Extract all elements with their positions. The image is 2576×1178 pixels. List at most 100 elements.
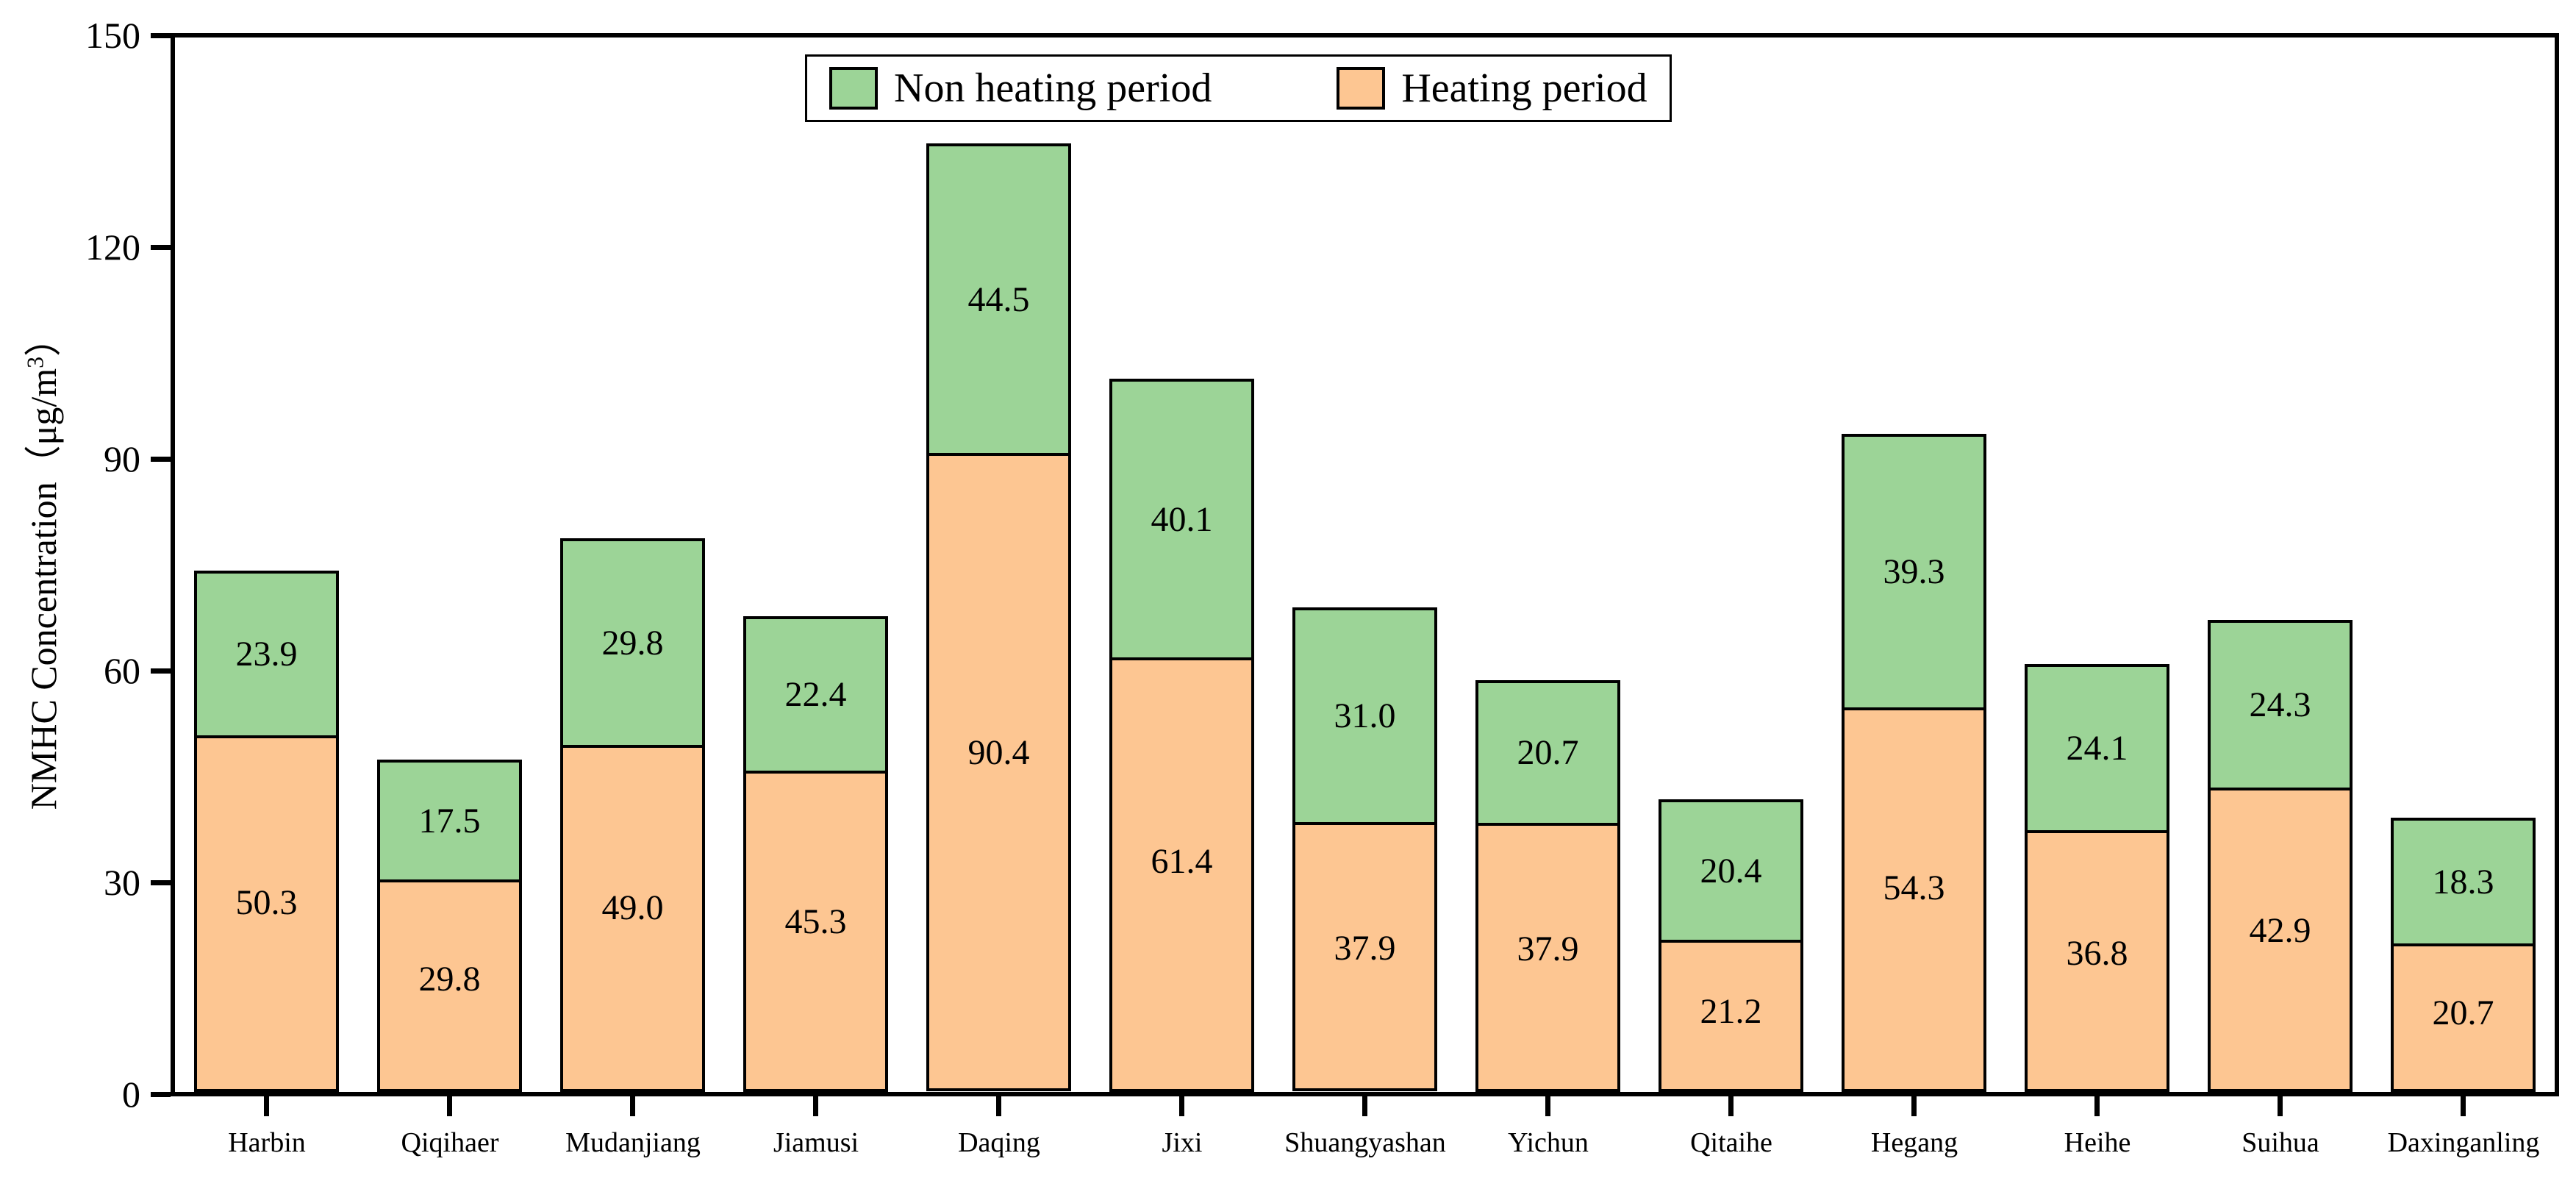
non-heating-period-swatch <box>829 67 878 110</box>
heating-segment: 29.8 <box>377 882 522 1092</box>
bar-suihua: 24.3 42.9 <box>2208 620 2353 1092</box>
y-tick-label: 120 <box>85 226 140 268</box>
x-tick-mark <box>2461 1096 2466 1116</box>
heating-segment: 45.3 <box>743 774 888 1092</box>
heating-value-label: 61.4 <box>1151 842 1213 881</box>
x-tick-mark <box>447 1096 452 1116</box>
heating-segment: 20.7 <box>2391 946 2536 1092</box>
non-heating-segment: 22.4 <box>743 616 888 774</box>
heating-segment: 61.4 <box>1109 660 1254 1092</box>
bar-yichun: 20.7 37.9 <box>1475 680 1620 1092</box>
bar-jiamusi: 22.4 45.3 <box>743 616 888 1092</box>
non-heating-value-label: 31.0 <box>1334 696 1396 735</box>
legend-item-heating: Heating period <box>1337 67 1647 110</box>
x-tick-mark <box>996 1096 1001 1116</box>
x-tick-mark <box>1545 1096 1550 1116</box>
non-heating-value-label: 39.3 <box>1883 552 1945 591</box>
x-tick-mark <box>2278 1096 2283 1116</box>
heating-value-label: 90.4 <box>967 733 1030 773</box>
bar-heihe: 24.1 36.8 <box>2025 664 2169 1092</box>
heating-segment: 37.9 <box>1292 825 1437 1091</box>
y-tick-label: 0 <box>122 1074 140 1115</box>
x-category-label-suihua: Suihua <box>2242 1127 2319 1158</box>
heating-period-swatch <box>1337 67 1386 110</box>
non-heating-segment: 31.0 <box>1292 607 1437 825</box>
x-category-label-heihe: Heihe <box>2064 1127 2131 1158</box>
bar-daxinganling: 18.3 20.7 <box>2391 818 2536 1092</box>
heating-segment: 90.4 <box>926 456 1071 1091</box>
non-heating-value-label: 20.4 <box>1700 851 1762 890</box>
non-heating-value-label: 44.5 <box>967 279 1030 319</box>
bar-jixi: 40.1 61.4 <box>1109 379 1254 1092</box>
legend-label-non-heating: Non heating period <box>894 65 1212 111</box>
non-heating-value-label: 17.5 <box>418 801 481 840</box>
heating-value-label: 21.2 <box>1700 991 1762 1031</box>
x-tick-mark <box>813 1096 818 1116</box>
bar-daqing: 44.5 90.4 <box>926 143 1071 1091</box>
x-category-label-jixi: Jixi <box>1162 1127 1203 1158</box>
y-tick-label: 90 <box>104 438 140 479</box>
non-heating-value-label: 40.1 <box>1151 499 1213 539</box>
non-heating-value-label: 29.8 <box>601 623 664 663</box>
y-axis-title-exponent: 3 <box>21 356 49 368</box>
non-heating-segment: 29.8 <box>560 538 705 748</box>
x-category-label-harbin: Harbin <box>228 1127 306 1158</box>
non-heating-segment: 23.9 <box>194 571 339 738</box>
heating-value-label: 45.3 <box>784 902 847 941</box>
bar-harbin: 23.9 50.3 <box>194 571 339 1092</box>
y-tick-label: 150 <box>85 15 140 56</box>
x-tick-mark <box>1362 1096 1367 1116</box>
non-heating-segment: 20.7 <box>1475 680 1620 826</box>
y-tick-mark <box>151 457 171 462</box>
non-heating-value-label: 24.3 <box>2249 685 2311 724</box>
non-heating-segment: 44.5 <box>926 143 1071 456</box>
non-heating-value-label: 24.1 <box>2066 729 2128 768</box>
legend-item-non-heating: Non heating period <box>829 67 1212 110</box>
heating-value-label: 20.7 <box>2432 993 2494 1033</box>
non-heating-segment: 18.3 <box>2391 818 2536 946</box>
non-heating-value-label: 23.9 <box>235 635 298 674</box>
x-tick-mark <box>1728 1096 1734 1116</box>
bar-hegang: 39.3 54.3 <box>1842 434 1986 1092</box>
heating-segment: 50.3 <box>194 738 339 1092</box>
x-category-label-mudanjiang: Mudanjiang <box>565 1127 701 1158</box>
x-tick-mark <box>2094 1096 2100 1116</box>
y-tick-mark <box>151 1092 171 1097</box>
non-heating-segment: 24.1 <box>2025 664 2169 833</box>
heating-value-label: 54.3 <box>1883 868 1945 908</box>
y-tick-mark <box>151 245 171 250</box>
heating-segment: 36.8 <box>2025 833 2169 1092</box>
legend: Non heating period Heating period <box>805 54 1672 122</box>
non-heating-value-label: 20.7 <box>1517 733 1579 772</box>
bar-qitaihe: 20.4 21.2 <box>1659 799 1803 1092</box>
non-heating-segment: 17.5 <box>377 760 522 882</box>
x-category-label-yichun: Yichun <box>1508 1127 1589 1158</box>
y-tick-label: 30 <box>104 862 140 903</box>
x-category-label-shuangyashan: Shuangyashan <box>1284 1127 1446 1158</box>
non-heating-segment: 39.3 <box>1842 434 1986 710</box>
x-category-label-daxinganling: Daxinganling <box>2387 1127 2540 1158</box>
non-heating-segment: 20.4 <box>1659 799 1803 943</box>
bar-qiqihaer: 17.5 29.8 <box>377 760 522 1092</box>
heating-value-label: 50.3 <box>235 883 298 923</box>
heating-value-label: 49.0 <box>601 888 664 928</box>
non-heating-value-label: 22.4 <box>784 675 847 714</box>
legend-label-heating: Heating period <box>1401 65 1647 111</box>
y-tick-mark <box>151 33 171 38</box>
non-heating-segment: 24.3 <box>2208 620 2353 790</box>
heating-segment: 49.0 <box>560 748 705 1092</box>
x-tick-mark <box>1911 1096 1917 1116</box>
y-axis-title: NMHC Concentration（μg/m3） <box>14 320 67 810</box>
x-category-label-qitaihe: Qitaihe <box>1690 1127 1772 1158</box>
y-tick-label: 60 <box>104 650 140 691</box>
heating-segment: 54.3 <box>1842 710 1986 1092</box>
y-tick-mark <box>151 668 171 674</box>
y-tick-mark <box>151 880 171 885</box>
heating-value-label: 36.8 <box>2066 933 2128 973</box>
x-category-label-hegang: Hegang <box>1870 1127 1958 1158</box>
x-category-label-qiqihaer: Qiqihaer <box>401 1127 499 1158</box>
x-tick-mark <box>1179 1096 1184 1116</box>
heating-value-label: 37.9 <box>1334 929 1396 968</box>
non-heating-value-label: 18.3 <box>2432 862 2494 902</box>
heating-value-label: 29.8 <box>418 960 481 999</box>
